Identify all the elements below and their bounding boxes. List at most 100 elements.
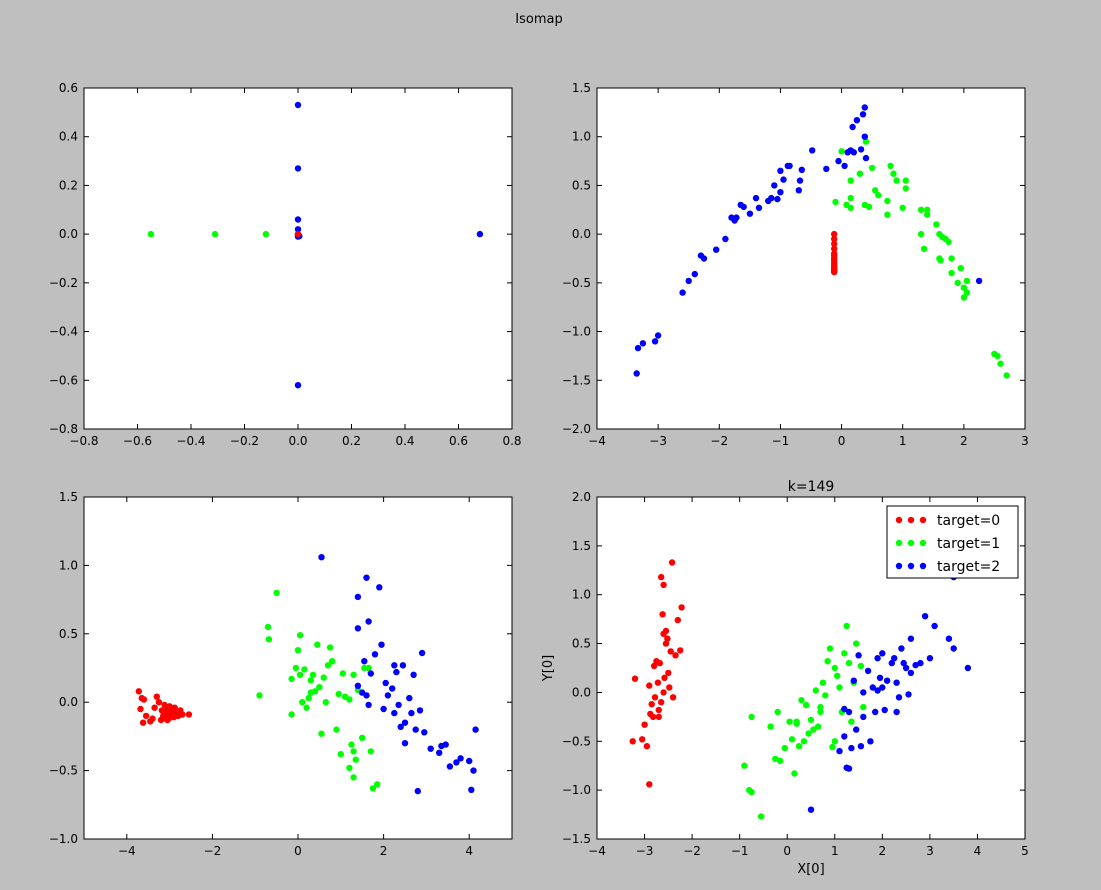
subplot-3: −4 −2 0 2 4 −1.0 −0.5 0.0 0.5 1.0 1.5 [49, 490, 513, 858]
data-point [757, 813, 765, 820]
data-point [264, 623, 272, 631]
data-point [869, 684, 876, 691]
y-tick-label: −0.5 [562, 276, 591, 290]
data-point [748, 713, 755, 721]
data-point [856, 170, 864, 177]
data-point [654, 679, 662, 686]
data-point [891, 655, 898, 662]
data-point [380, 705, 387, 713]
data-point [391, 662, 398, 669]
x-tick-label: 4 [465, 844, 473, 858]
data-point [752, 194, 760, 202]
data-point [303, 704, 310, 711]
data-point [149, 715, 156, 722]
x-tick-label: 2 [960, 434, 968, 448]
data-point [841, 733, 848, 740]
data-point [324, 662, 332, 669]
data-point [629, 738, 636, 745]
data-point [893, 679, 900, 686]
data-point [838, 148, 845, 155]
data-point [151, 704, 158, 711]
x-tick-label: 3 [926, 844, 934, 858]
data-point [771, 182, 778, 189]
data-point [817, 708, 824, 716]
data-point [850, 677, 857, 684]
data-point [847, 177, 854, 184]
data-point [664, 635, 671, 642]
plot-frame [596, 87, 1026, 430]
y-tick-label: 1.0 [59, 558, 78, 572]
data-point [367, 748, 374, 755]
data-point [672, 652, 679, 659]
data-point [788, 736, 796, 743]
data-point [907, 669, 915, 677]
data-point [755, 204, 763, 211]
data-point [668, 559, 676, 566]
data-point [847, 204, 854, 211]
data-point [861, 133, 868, 140]
data-point [774, 195, 781, 203]
data-point [256, 692, 263, 699]
data-point [399, 662, 407, 669]
data-point [912, 661, 919, 669]
y-tick-label: 0.6 [59, 81, 78, 95]
data-point [326, 644, 334, 651]
data-point [457, 755, 464, 762]
y-tick-label: 1.0 [572, 588, 591, 602]
data-point [865, 203, 873, 211]
data-point [847, 194, 854, 202]
data-point [876, 674, 884, 681]
data-point [893, 708, 900, 716]
data-point [800, 738, 808, 745]
legend-marker [895, 539, 903, 547]
data-point [309, 671, 317, 678]
data-point [862, 154, 870, 162]
data-point [427, 745, 434, 752]
data-point [841, 650, 848, 657]
data-point [378, 641, 385, 648]
data-point [288, 711, 295, 718]
x-tick-label: −1 [772, 434, 790, 448]
x-tick-label: 0.6 [449, 434, 468, 448]
data-points [629, 559, 972, 820]
data-point [853, 726, 860, 733]
data-point [931, 622, 938, 630]
data-point [318, 730, 325, 737]
data-point [948, 255, 955, 262]
y-tick-label: −1.5 [562, 832, 591, 846]
legend-marker [919, 562, 927, 570]
y-tick-label: 1.5 [572, 539, 591, 553]
data-point [658, 573, 665, 581]
y-tick-label: −2.0 [562, 422, 591, 436]
data-point [803, 701, 810, 709]
data-point [371, 651, 379, 658]
data-point [994, 352, 1001, 360]
data-point [937, 257, 944, 264]
data-point [329, 658, 336, 665]
data-point [674, 616, 681, 624]
data-point [142, 712, 150, 720]
data-point [786, 718, 793, 725]
data-point [834, 672, 841, 679]
data-point [963, 289, 971, 296]
data-point [179, 711, 186, 718]
data-point [845, 765, 853, 772]
data-point [346, 696, 353, 703]
data-point [294, 230, 302, 238]
subplot-4: −4 −3 −2 −1 0 1 2 3 4 5 −1.5 −1.0 −0.5 0.0 0.5 1.0 1.5 2.… [541, 479, 1029, 877]
subplot-title: k=149 [788, 479, 835, 495]
data-point [352, 756, 359, 763]
data-point [733, 214, 740, 221]
data-point [850, 149, 857, 156]
data-point [860, 713, 867, 721]
data-point [853, 640, 860, 647]
legend-marker [895, 562, 903, 570]
data-point [401, 719, 409, 726]
data-point [960, 284, 968, 291]
data-point [831, 230, 838, 238]
data-point [656, 659, 663, 667]
x-tick-label: 3 [1021, 434, 1029, 448]
data-point [470, 767, 477, 774]
data-point [649, 713, 657, 721]
data-point [466, 757, 473, 765]
